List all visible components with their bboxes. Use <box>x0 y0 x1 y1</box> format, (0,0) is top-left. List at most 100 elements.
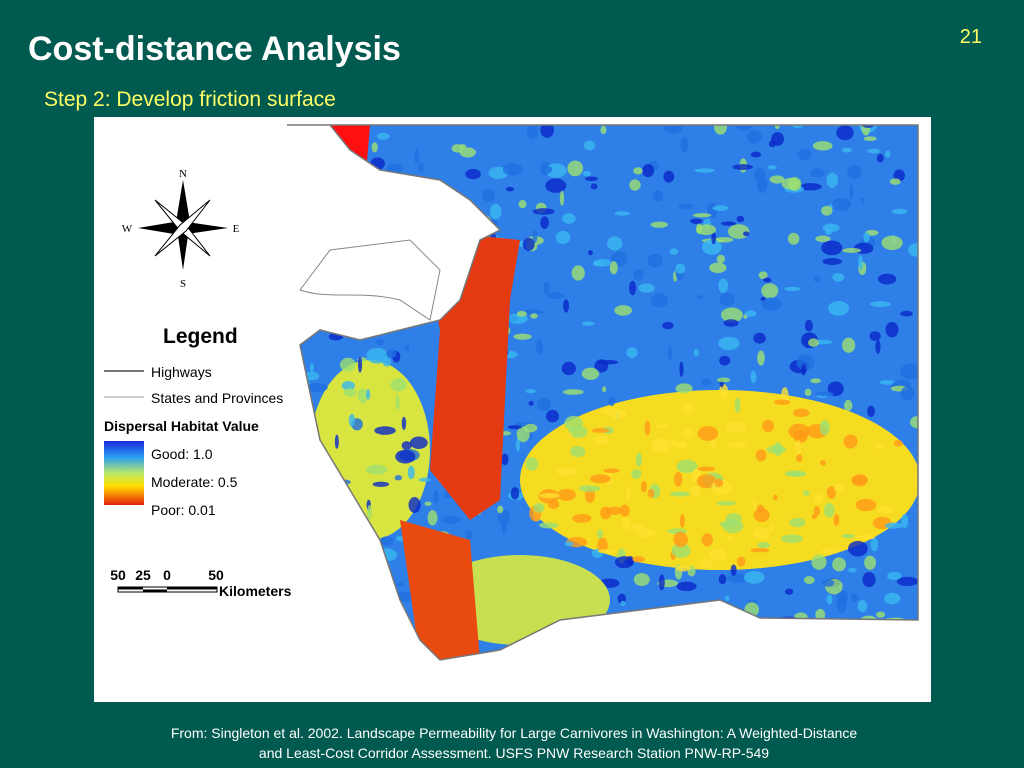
map-texture <box>781 387 789 404</box>
map-texture <box>584 488 596 503</box>
map-texture <box>502 163 523 176</box>
map-texture <box>825 229 832 235</box>
scale-tick: 25 <box>135 567 151 583</box>
map-texture <box>716 254 725 264</box>
map-texture <box>614 211 630 216</box>
map-texture <box>667 345 673 361</box>
map-texture <box>382 357 392 367</box>
map-texture <box>833 483 845 493</box>
map-texture <box>804 319 813 332</box>
map-texture <box>629 179 641 191</box>
map-texture <box>826 486 837 500</box>
map-texture <box>675 263 686 274</box>
scale-segment <box>167 587 217 590</box>
map-texture <box>720 221 737 226</box>
map-texture <box>357 388 368 404</box>
map-texture <box>379 536 394 546</box>
map-texture <box>732 164 753 170</box>
map-texture <box>590 474 611 484</box>
map-texture <box>532 230 538 243</box>
map-texture <box>774 125 780 130</box>
map-texture <box>578 485 601 492</box>
map-texture <box>559 190 565 206</box>
map-texture <box>588 250 593 256</box>
map-texture <box>799 183 822 191</box>
map-texture <box>647 253 663 268</box>
map-texture <box>371 142 378 153</box>
map-texture <box>727 535 734 541</box>
map-texture <box>530 313 538 319</box>
map-texture <box>719 384 729 400</box>
map-texture <box>750 370 757 384</box>
map-texture <box>814 276 821 283</box>
map-texture <box>343 388 357 397</box>
map-texture <box>696 295 703 300</box>
map-texture <box>681 403 694 415</box>
map-texture <box>357 356 363 373</box>
map-texture <box>697 425 719 441</box>
map-texture <box>795 440 802 455</box>
map-texture <box>730 564 737 576</box>
map-texture <box>395 449 416 464</box>
map-texture <box>465 168 481 180</box>
map-texture <box>844 399 853 412</box>
map-texture <box>631 469 642 479</box>
map-texture <box>540 125 555 138</box>
map-texture <box>610 409 627 420</box>
map-texture <box>767 165 777 170</box>
map-texture <box>532 208 555 215</box>
map-texture <box>518 200 527 209</box>
scale-tick: 0 <box>163 567 171 583</box>
map-texture <box>824 502 835 518</box>
map-texture <box>863 136 877 142</box>
map-texture <box>755 449 767 462</box>
map-texture <box>821 548 840 554</box>
map-texture <box>803 576 815 585</box>
map-texture <box>858 255 863 270</box>
map-texture <box>427 510 438 526</box>
map-texture <box>813 505 821 517</box>
legend-subtitle: Dispersal Habitat Value <box>104 418 259 434</box>
scale-tick: 50 <box>208 567 224 583</box>
map-texture <box>396 582 404 587</box>
map-texture <box>712 205 729 211</box>
map-texture <box>889 178 901 185</box>
map-texture <box>650 293 669 308</box>
map-texture <box>637 529 657 538</box>
map-texture <box>832 272 845 282</box>
map-texture <box>757 350 765 366</box>
map-texture <box>633 573 650 586</box>
map-texture <box>750 547 770 553</box>
map-texture <box>591 428 610 433</box>
map-texture <box>676 459 698 473</box>
map-texture <box>395 394 400 411</box>
map-texture <box>793 408 810 418</box>
map-texture <box>863 232 870 243</box>
map-texture <box>832 557 847 572</box>
citation: and Least-Cost Corridor Assessment. USFS… <box>259 745 769 761</box>
map-texture <box>405 344 410 353</box>
map-texture <box>433 489 439 503</box>
compass-e: E <box>233 223 240 235</box>
map-texture <box>842 337 856 353</box>
map-texture <box>642 164 655 178</box>
map-texture <box>727 441 748 448</box>
map-texture <box>876 154 884 163</box>
map-texture <box>847 540 868 557</box>
citation: From: Singleton et al. 2002. Landscape P… <box>171 725 858 741</box>
map-texture <box>864 555 877 570</box>
map-texture <box>819 419 830 436</box>
map-texture <box>632 556 646 563</box>
map-texture <box>784 470 807 478</box>
map-texture <box>633 269 644 281</box>
map-texture <box>802 490 810 496</box>
map-texture <box>836 597 847 613</box>
map-texture <box>881 235 903 251</box>
map-texture <box>735 125 753 131</box>
map-texture <box>669 248 679 255</box>
map-texture <box>670 440 677 446</box>
map-texture <box>418 477 431 482</box>
map-texture <box>719 355 731 366</box>
